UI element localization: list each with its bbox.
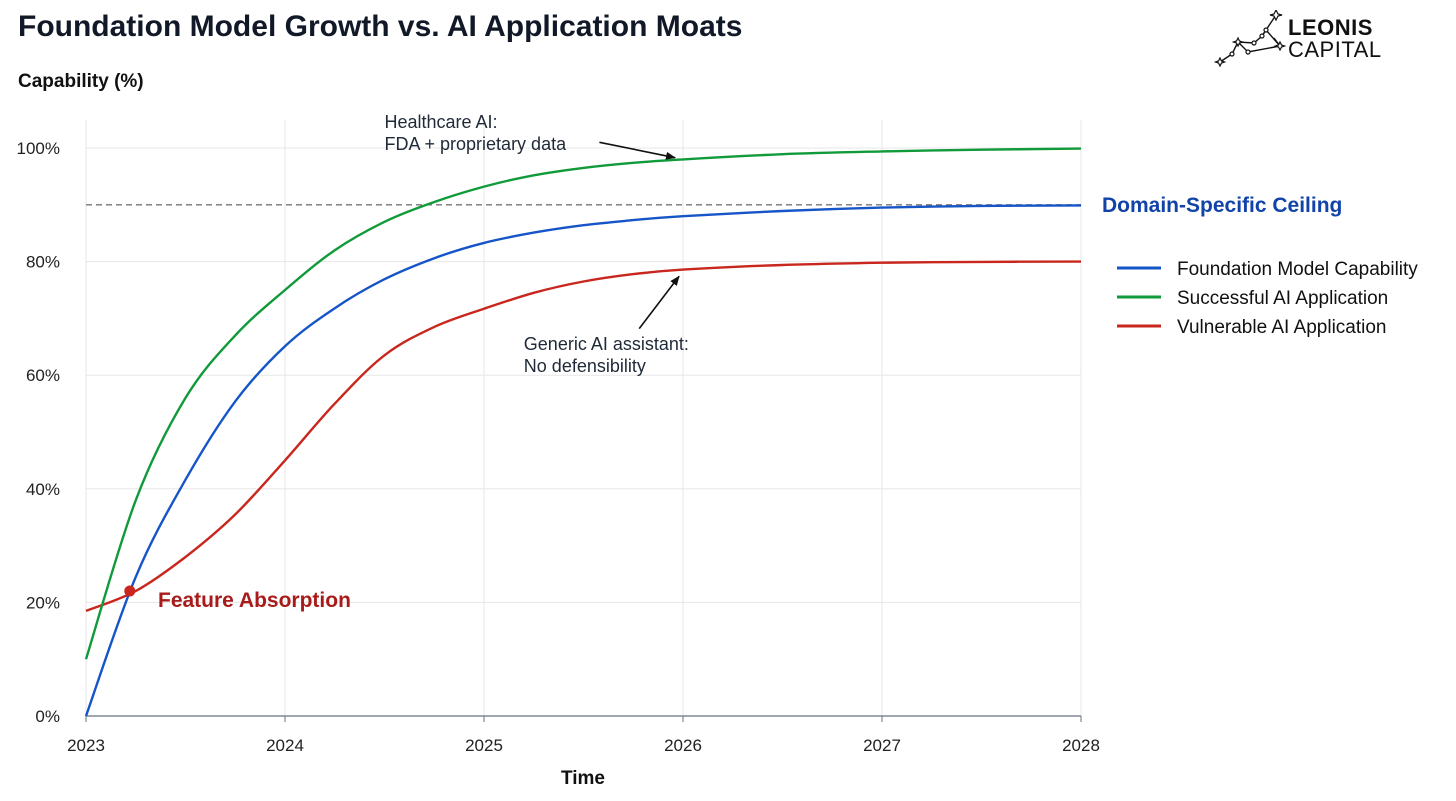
logo-line1: LEONIS [1288, 15, 1373, 40]
domain-ceiling-line: Domain-Specific Ceiling [86, 194, 1342, 217]
y-axis-label: Capability (%) [18, 71, 144, 92]
chart-title: Foundation Model Growth vs. AI Applicati… [18, 10, 743, 43]
y-tick-label: 20% [26, 593, 60, 612]
constellation-icon [1214, 10, 1287, 68]
annotations: Feature Absorption Healthcare AI: FDA + pr… [124, 112, 689, 612]
annotation-arrow-1 [599, 141, 677, 160]
y-tick-label: 100% [17, 139, 60, 158]
y-tick-label: 40% [26, 480, 60, 499]
legend-label: Vulnerable AI Application [1177, 317, 1387, 338]
axes: 2023 2024 2025 2026 2027 2028 0% 20% 40% 60% 80% 10… [17, 139, 1100, 789]
annotation-line: Healthcare AI: [385, 112, 498, 132]
legend-label: Foundation Model Capability [1177, 259, 1418, 280]
legend: Foundation Model Capability Successful AI… [1117, 259, 1418, 338]
x-tick-label: 2023 [67, 736, 105, 755]
legend-label: Successful AI Application [1177, 288, 1388, 309]
logo-wordmark: LEONIS CAPITAL [1288, 17, 1382, 61]
series-line-successful-ai-application [84, 147, 1082, 660]
logo-line2: CAPITAL [1288, 37, 1382, 62]
x-tick-label: 2024 [266, 736, 304, 755]
grid-lines [85, 120, 1082, 717]
y-tick-label: 60% [26, 366, 60, 385]
x-tick-label: 2028 [1062, 736, 1100, 755]
y-tick-label: 0% [35, 707, 60, 726]
series-line-foundation-model-capability [84, 204, 1082, 717]
series-lines [84, 147, 1082, 717]
annotation-line: No defensibility [524, 356, 646, 376]
annotation-arrow-2 [638, 275, 680, 330]
x-axis-title: Time [561, 768, 605, 789]
annotation-text-2: Generic AI assistant: No defensibility [524, 334, 689, 376]
annotation-text-1: Healthcare AI: FDA + proprietary data [385, 112, 568, 154]
x-tick-label: 2025 [465, 736, 503, 755]
series-line-vulnerable-ai-application [85, 260, 1082, 613]
y-tick-label: 80% [26, 253, 60, 272]
annotation-line: Generic AI assistant: [524, 334, 689, 354]
x-tick-label: 2027 [863, 736, 901, 755]
feature-absorption-point [124, 585, 136, 597]
feature-absorption-label: Feature Absorption [158, 589, 351, 612]
x-tick-label: 2026 [664, 736, 702, 755]
annotation-line: FDA + proprietary data [385, 134, 568, 154]
ceiling-label: Domain-Specific Ceiling [1102, 194, 1342, 217]
